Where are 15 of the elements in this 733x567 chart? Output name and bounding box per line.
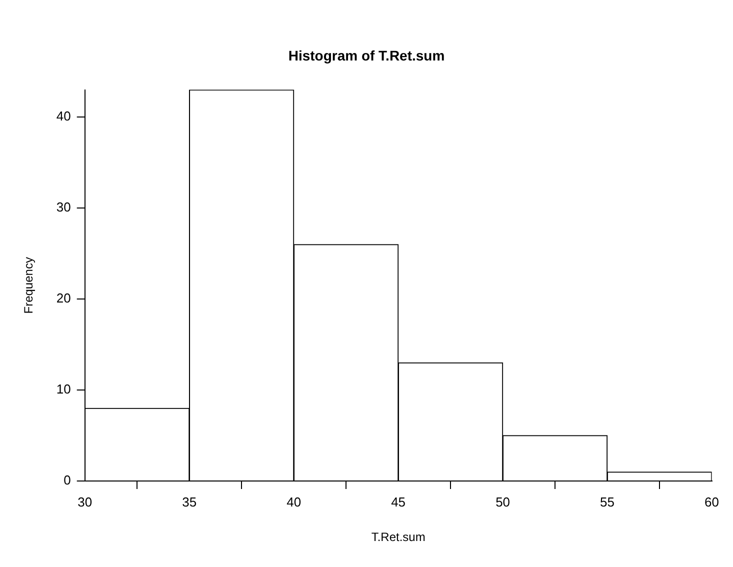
x-tick-label: 60 (704, 494, 720, 510)
x-tick-label: 35 (182, 494, 197, 510)
x-tick-label: 40 (286, 494, 302, 510)
y-tick-label: 0 (64, 472, 71, 488)
x-tick-label: 50 (496, 494, 510, 510)
y-tick-label: 40 (56, 108, 71, 124)
y-tick-label: 20 (56, 290, 71, 306)
x-tick-label: 30 (78, 494, 92, 510)
x-axis-title: T.Ret.sum (371, 530, 426, 544)
chart-title: Histogram of T.Ret.sum (288, 47, 445, 64)
y-tick-label: 30 (56, 200, 71, 215)
y-axis-title: Frequency (22, 257, 36, 314)
y-tick-label: 10 (56, 382, 71, 397)
x-tick-label: 55 (600, 494, 615, 510)
x-tick-label: 45 (391, 494, 406, 510)
